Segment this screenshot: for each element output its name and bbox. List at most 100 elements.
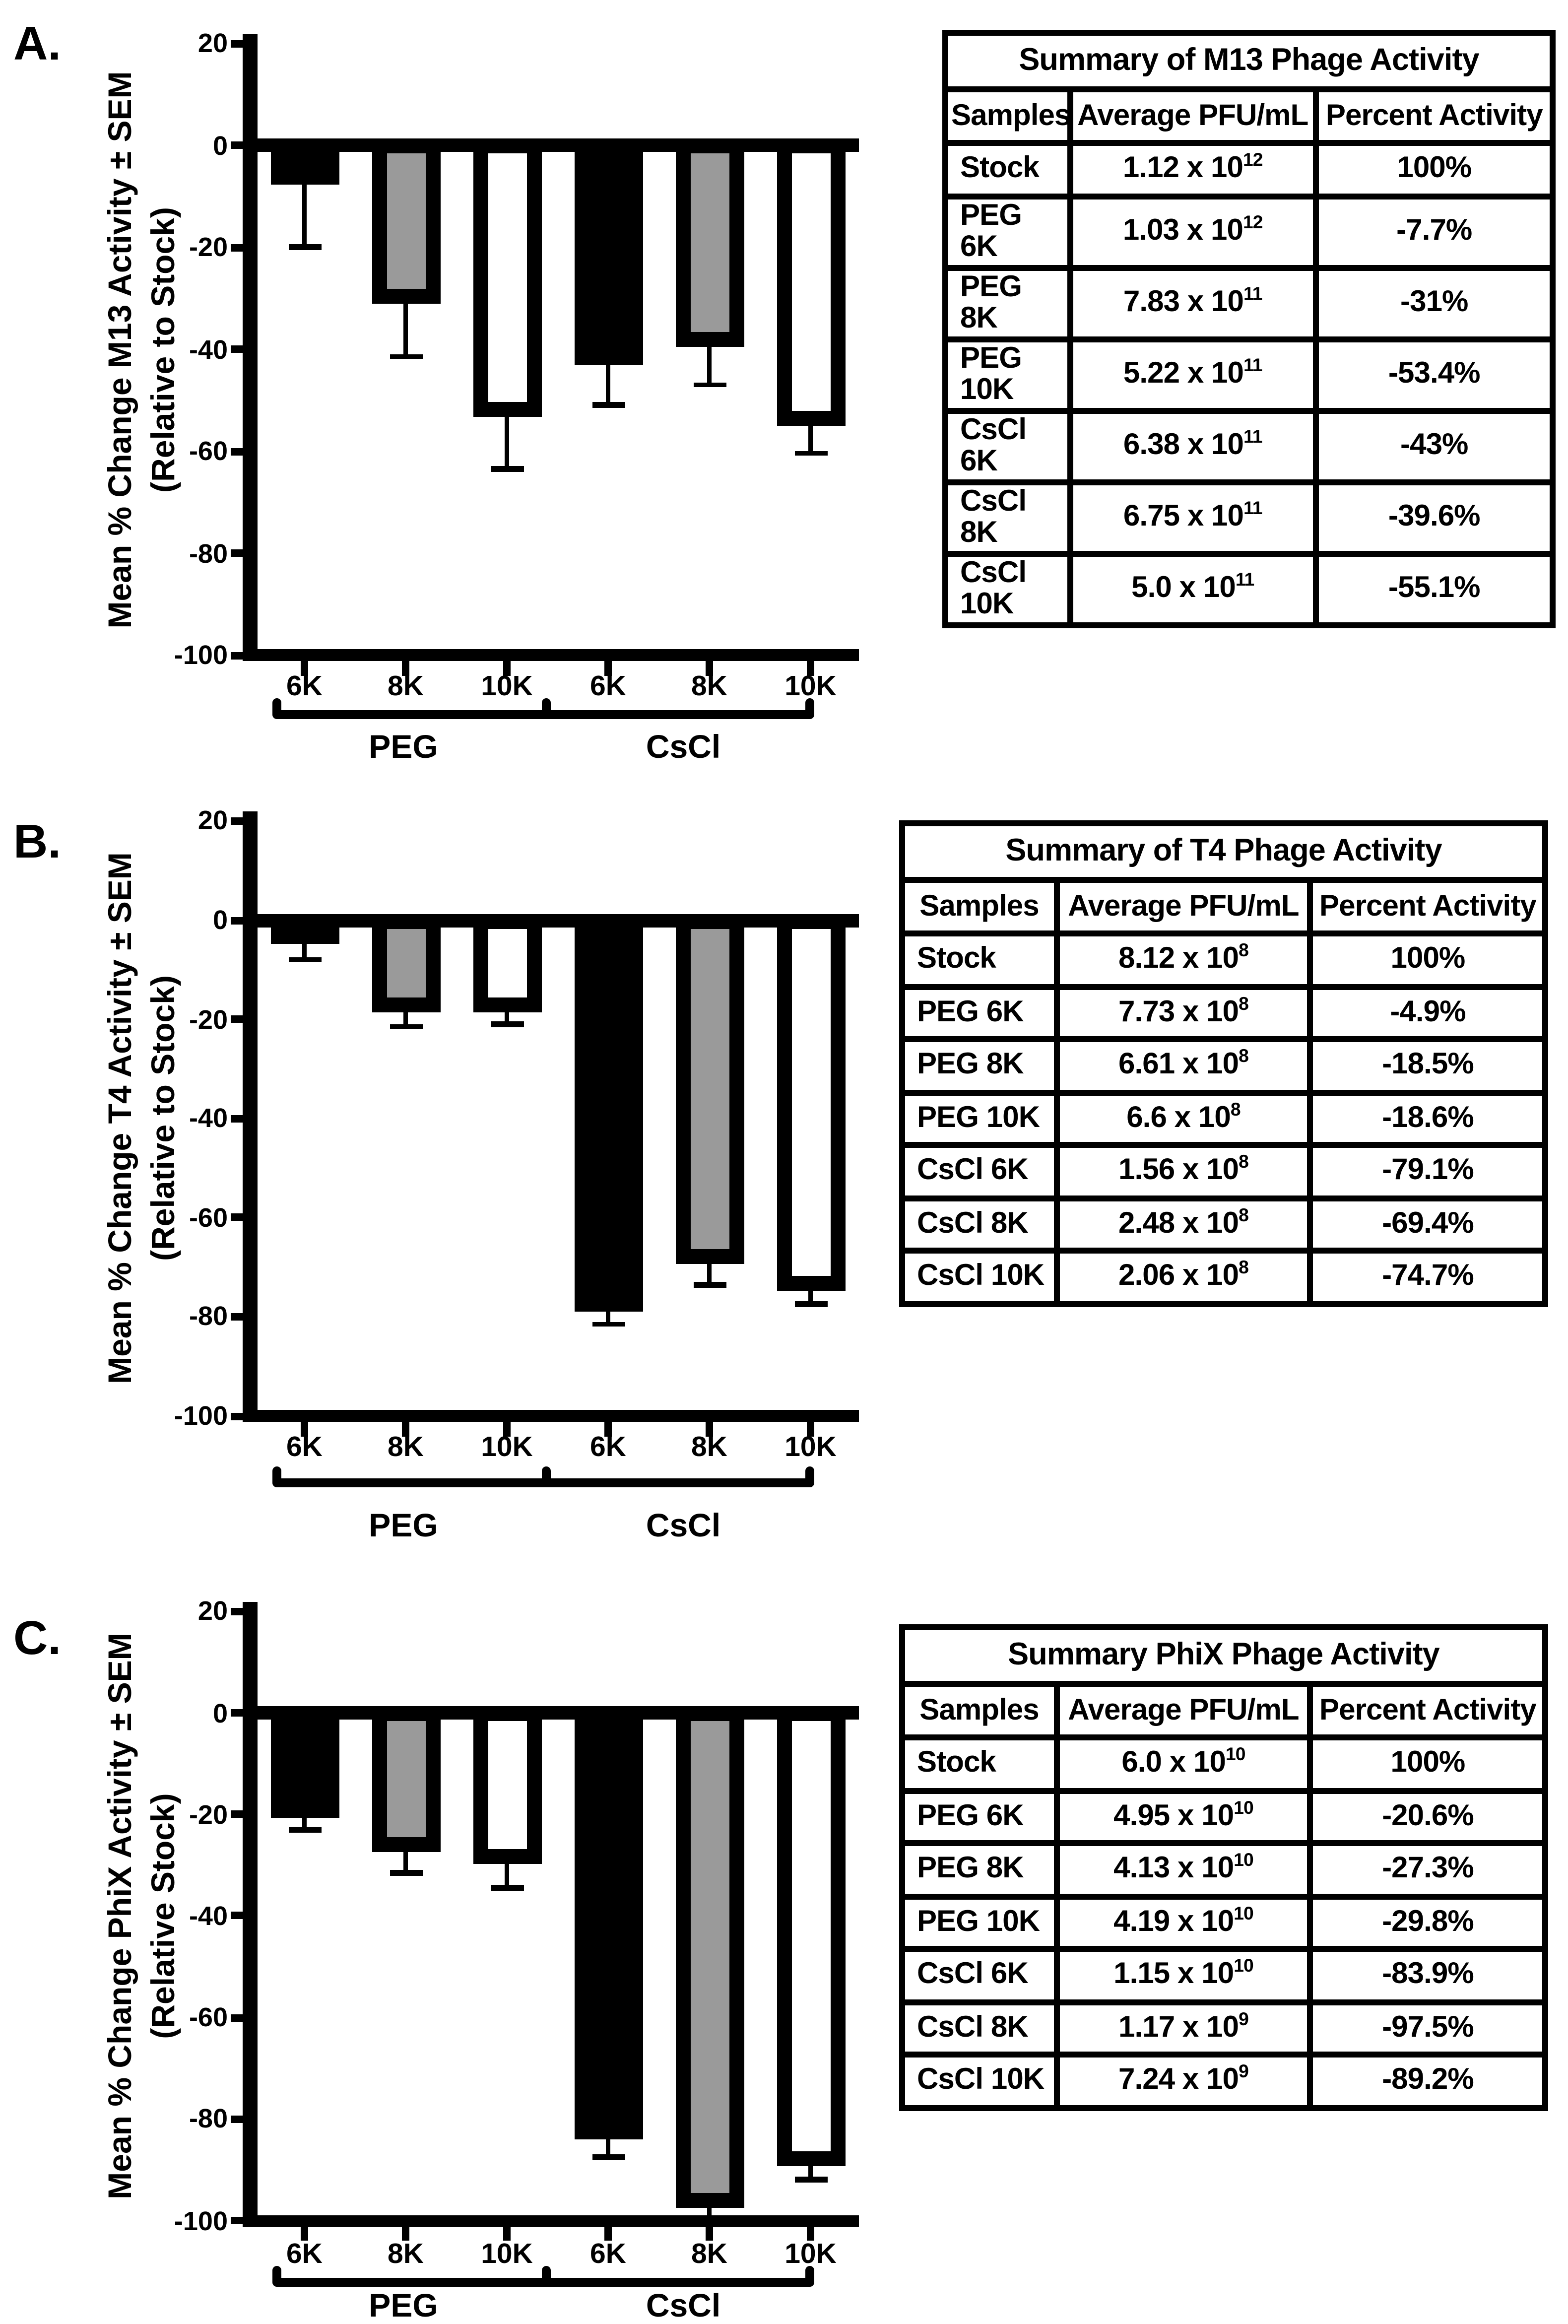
group-label-cscl: CsCl xyxy=(646,2287,721,2324)
error-bar-line xyxy=(403,1008,408,1027)
cell-percent: 100% xyxy=(1307,930,1548,990)
pfu-exponent: 10 xyxy=(1234,1955,1253,1977)
cell-pfu: 1.12 x 1012 xyxy=(1066,140,1319,199)
y-axis-title: Mean % Change PhiX Activity ± SEM (Relati… xyxy=(98,1559,191,2273)
cell-pfu: 6.61 x 108 xyxy=(1053,1036,1313,1095)
y-tick-label: -80 xyxy=(189,538,228,568)
error-bar-cap xyxy=(389,354,422,360)
cell-sample: CsCl 6K xyxy=(942,407,1073,485)
cell-percent: 100% xyxy=(1307,1734,1548,1793)
bracket-cap-left xyxy=(272,1466,282,1487)
group-label-peg: PEG xyxy=(369,1507,438,1544)
error-bar-cap xyxy=(693,2218,726,2223)
table-row-peg-10k: PEG 10K 4.19 x 1010 -29.8% xyxy=(899,1893,1548,1952)
error-bar-line xyxy=(504,1861,510,1888)
x-tick-label: 8K xyxy=(691,671,727,703)
cell-pfu: 6.0 x 1010 xyxy=(1053,1734,1313,1793)
x-tick xyxy=(806,2226,815,2241)
group-label-peg: PEG xyxy=(369,728,438,765)
pfu-exponent: 10 xyxy=(1225,1744,1245,1765)
error-bar-cap xyxy=(693,1282,726,1287)
error-bar-line xyxy=(504,414,510,469)
cell-percent: -18.5% xyxy=(1307,1036,1548,1095)
zero-line xyxy=(243,913,859,927)
cell-pfu: 1.56 x 108 xyxy=(1053,1142,1313,1201)
error-bar-line xyxy=(707,344,712,385)
x-tick-label: 10K xyxy=(481,2239,533,2270)
cell-sample: PEG 8K xyxy=(899,1036,1059,1095)
table-title: Summary PhiX Phage Activity xyxy=(899,1624,1548,1687)
y-axis-title-line2: (Relative Stock) xyxy=(144,1793,182,2039)
y-tick-label: -20 xyxy=(189,232,228,262)
y-tick xyxy=(231,651,243,659)
cell-sample: CsCl 8K xyxy=(899,1998,1059,2058)
x-tick-label: 10K xyxy=(481,1432,533,1463)
y-tick xyxy=(231,1810,243,1818)
y-tick xyxy=(231,447,243,455)
x-tick-label: 8K xyxy=(691,1432,727,1463)
table-header-row: Samples Average PFU/mL Percent Activity xyxy=(899,877,1548,936)
error-bar-cap xyxy=(389,1870,422,1875)
bracket-cap-right xyxy=(805,1466,815,1487)
x-tick-label: 10K xyxy=(784,1432,837,1463)
y-tick-label: 0 xyxy=(212,905,228,935)
x-tick-label: 6K xyxy=(590,671,626,703)
x-tick-label: 6K xyxy=(286,2239,323,2270)
cell-pfu: 1.03 x 1012 xyxy=(1066,193,1319,270)
error-bar-cap xyxy=(490,1021,523,1027)
cell-percent: -83.9% xyxy=(1307,1946,1548,2005)
y-tick xyxy=(231,345,243,353)
cell-sample: Stock xyxy=(942,140,1073,199)
panel-a-summary-table: Summary of M13 Phage Activity Samples Aver… xyxy=(942,30,1556,628)
pfu-exponent: 10 xyxy=(1234,1850,1253,1871)
bar-peg-8k xyxy=(371,138,440,304)
pfu-exponent: 8 xyxy=(1230,1099,1241,1120)
cell-pfu: 2.48 x 108 xyxy=(1053,1195,1313,1254)
table-row-cscl-8k: CsCl 8K 6.75 x 1011 -39.6% xyxy=(942,478,1556,556)
x-tick xyxy=(401,660,410,675)
y-tick-label: -80 xyxy=(189,1302,228,1332)
cell-percent: -18.6% xyxy=(1307,1089,1548,1148)
group-label-peg: PEG xyxy=(369,2287,438,2324)
x-tick xyxy=(604,1421,612,1436)
bar-peg-6k xyxy=(270,913,339,944)
bar-peg-8k xyxy=(371,913,440,1012)
y-tick xyxy=(231,1015,243,1023)
x-tick-label: 6K xyxy=(590,1432,626,1463)
y-tick-label: 0 xyxy=(212,130,228,160)
table-row-peg-8k: PEG 8K 4.13 x 1010 -27.3% xyxy=(899,1840,1548,1899)
y-tick xyxy=(231,1213,243,1221)
error-bar-cap xyxy=(288,244,321,250)
panel-c-table-wrap: Summary PhiX Phage Activity Samples Averag… xyxy=(899,1624,1548,2111)
error-bar-line xyxy=(302,1814,307,1830)
cell-sample: PEG 10K xyxy=(942,335,1073,413)
cell-sample: CsCl 6K xyxy=(899,1946,1059,2005)
table-row-peg-10k: PEG 10K 6.6 x 108 -18.6% xyxy=(899,1089,1548,1148)
error-bar-cap xyxy=(490,1885,523,1891)
x-tick-label: 8K xyxy=(388,1432,424,1463)
cell-pfu: 4.19 x 1010 xyxy=(1053,1893,1313,1952)
bar-cscl-6k xyxy=(574,913,643,1313)
bracket-cap-left xyxy=(272,698,282,719)
y-tick xyxy=(231,39,243,47)
x-tick xyxy=(705,2226,714,2241)
cell-percent: -39.6% xyxy=(1312,478,1556,556)
error-bar-cap xyxy=(794,2177,827,2183)
panel-c-summary-table: Summary PhiX Phage Activity Samples Averag… xyxy=(899,1624,1548,2111)
panel-b-table-wrap: Summary of T4 Phage Activity Samples Avera… xyxy=(899,820,1548,1307)
table-row-cscl-10k: CsCl 10K 2.06 x 108 -74.7% xyxy=(899,1248,1548,1307)
column-header-percent: Percent Activity xyxy=(1307,1681,1548,1740)
pfu-exponent: 8 xyxy=(1239,1151,1249,1173)
x-tick xyxy=(401,1421,410,1436)
pfu-exponent: 8 xyxy=(1239,940,1249,961)
y-tick xyxy=(231,1709,243,1717)
table-title: Summary of T4 Phage Activity xyxy=(899,820,1548,883)
y-tick xyxy=(231,1313,243,1321)
bracket-cap-middle xyxy=(541,2266,551,2286)
bracket-cap-right xyxy=(805,2266,815,2286)
error-bar-line xyxy=(302,941,307,960)
y-tick-label: -20 xyxy=(189,1004,228,1034)
error-bar-line xyxy=(403,1848,408,1873)
cell-percent: -89.2% xyxy=(1307,2052,1548,2111)
